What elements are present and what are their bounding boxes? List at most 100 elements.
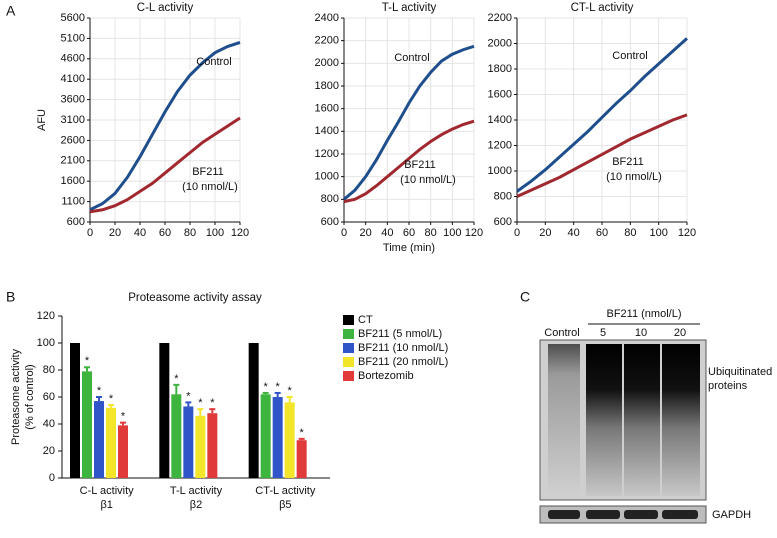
significance-marker: * [264, 381, 269, 393]
annotation: (10 nmol/L) [400, 174, 456, 186]
legend-swatch [343, 371, 354, 381]
x-tick-label: 60 [596, 227, 608, 239]
x-tick-label: 40 [134, 227, 146, 239]
bar [82, 371, 92, 478]
blot-lane [662, 344, 700, 496]
x-tick-label: 40 [568, 227, 580, 239]
chart-title: Proteasome activity assay [128, 292, 262, 304]
data-line [516, 113, 688, 198]
blot-band [548, 510, 580, 519]
y-tick-label: 1600 [61, 175, 85, 187]
y-tick-label: 1200 [315, 148, 339, 160]
bar [260, 394, 271, 478]
y-tick-label: 120 [37, 310, 55, 322]
y-tick-label: 3600 [61, 94, 85, 106]
x-tick-label: β2 [190, 499, 202, 511]
blot-lane [624, 344, 660, 496]
lane-label: Control [544, 327, 579, 339]
y-tick-label: 2400 [315, 12, 339, 24]
significance-marker: * [300, 427, 305, 439]
y-tick-label: 20 [43, 445, 55, 457]
data-line [89, 116, 241, 214]
y-tick-label: 5100 [61, 32, 85, 44]
bar [183, 406, 194, 478]
annotation: (10 nmol/L) [182, 181, 238, 193]
lane-label: 5 [600, 327, 606, 339]
significance-marker: * [109, 393, 114, 405]
y-tick-label: 3100 [61, 114, 85, 126]
y-tick-label: 2100 [61, 155, 85, 167]
annotation: BF211 [192, 166, 224, 178]
legend-swatch [343, 343, 354, 353]
y-tick-label: 40 [43, 418, 55, 430]
x-tick-label: β1 [100, 499, 112, 511]
significance-marker: * [186, 390, 191, 402]
y-axis-label: (% of control) [24, 364, 36, 429]
y-tick-label: 4600 [61, 53, 85, 65]
bar [272, 397, 283, 478]
annotation: Control [612, 50, 647, 62]
legend-label: BF211 (20 nmol/L) [358, 356, 448, 368]
y-tick-label: 800 [321, 193, 339, 205]
data-line [343, 44, 475, 201]
annotation: Control [196, 56, 231, 68]
y-tick-label: 600 [321, 216, 339, 228]
x-tick-label: 80 [425, 227, 437, 239]
treatment-label: BF211 (nmol/L) [607, 308, 682, 320]
significance-marker: * [276, 381, 281, 393]
x-tick-label: 60 [403, 227, 415, 239]
y-tick-label: 1600 [488, 88, 512, 100]
y-tick-label: 1800 [315, 80, 339, 92]
x-tick-label: C-L activity [80, 485, 134, 497]
x-tick-label: 0 [87, 227, 93, 239]
bar [248, 343, 259, 478]
x-tick-label: 120 [231, 227, 249, 239]
y-tick-label: 2000 [315, 57, 339, 69]
band-label: Ubiquitinated [708, 366, 772, 378]
annotation: BF211 [404, 159, 436, 171]
band-label: GAPDH [712, 509, 751, 521]
significance-marker: * [288, 385, 293, 397]
y-tick-label: 1100 [61, 196, 85, 208]
annotation: (10 nmol/L) [606, 171, 662, 183]
y-tick-label: 2600 [61, 134, 85, 146]
y-tick-label: 0 [49, 472, 55, 484]
panel-label: A [6, 3, 16, 19]
significance-marker: * [210, 397, 215, 409]
y-tick-label: 80 [43, 364, 55, 376]
x-tick-label: 40 [381, 227, 393, 239]
blot-lane [548, 344, 580, 494]
x-tick-label: 120 [465, 227, 483, 239]
y-tick-label: 1000 [315, 171, 339, 183]
bar [195, 415, 206, 478]
blot-band [586, 510, 620, 519]
annotation: BF211 [612, 156, 644, 168]
chart-title: C-L activity [137, 2, 194, 14]
y-tick-label: 60 [43, 391, 55, 403]
x-tick-label: 80 [624, 227, 636, 239]
bar [284, 402, 295, 478]
legend-swatch [343, 357, 354, 367]
y-tick-label: 5600 [61, 12, 85, 24]
x-tick-label: 100 [206, 227, 224, 239]
y-tick-label: 1400 [315, 125, 339, 137]
panel-label: B [6, 289, 15, 305]
bar [171, 394, 182, 478]
y-tick-label: 4100 [61, 73, 85, 85]
y-tick-label: 1000 [488, 165, 512, 177]
significance-marker: * [85, 355, 90, 367]
x-tick-label: 100 [443, 227, 461, 239]
band-label: proteins [708, 380, 748, 392]
y-tick-label: 600 [67, 216, 85, 228]
x-tick-label: 20 [109, 227, 121, 239]
legend-label: BF211 (5 nmol/L) [358, 328, 442, 340]
bar [118, 425, 128, 478]
y-tick-label: 1200 [488, 139, 512, 151]
blot: BF211 (nmol/L) Control 5 10 20 Ubiquitin… [539, 308, 772, 524]
bar [106, 407, 116, 478]
chart-title: CT-L activity [571, 2, 634, 14]
chart-title: T-L activity [382, 2, 437, 14]
x-tick-label: 60 [159, 227, 171, 239]
data-line [89, 41, 241, 212]
x-tick-label: 0 [341, 227, 347, 239]
